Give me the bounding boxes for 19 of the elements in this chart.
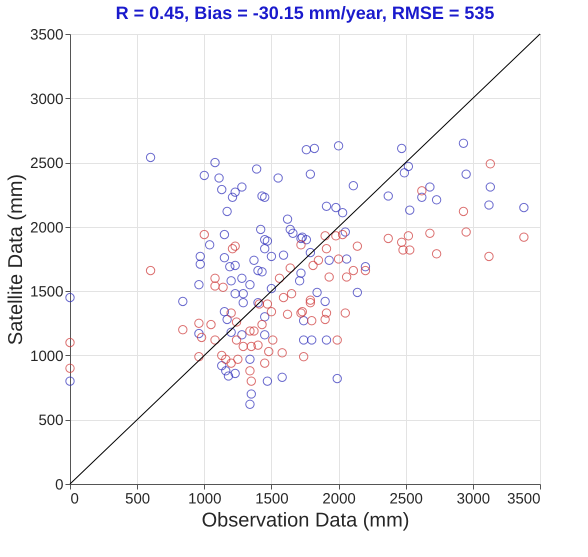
y-tick-label: 2000 xyxy=(30,219,64,236)
x-tick-label: 1000 xyxy=(188,490,222,508)
x-tick-label: 500 xyxy=(125,490,150,508)
y-tick-label: 0 xyxy=(55,476,64,494)
x-tick-label: 3000 xyxy=(456,490,490,508)
y-tick-label: 1500 xyxy=(30,284,64,301)
y-tick-label: 2500 xyxy=(30,155,64,172)
y-tick-label: 3000 xyxy=(30,90,64,108)
x-tick-label: 2000 xyxy=(322,490,356,508)
x-axis-title: Observation Data (mm) xyxy=(202,510,410,532)
y-axis-title: Satellite Data (mm) xyxy=(5,174,28,346)
x-tick-label: 2500 xyxy=(390,490,423,508)
x-tick-label: 3500 xyxy=(507,490,540,508)
y-tick-label: 1000 xyxy=(30,348,64,365)
y-tick-label: 3500 xyxy=(30,26,64,44)
chart-title: R = 0.45, Bias = -30.15 mm/year, RMSE = 535 xyxy=(116,3,494,23)
x-tick-label: 1500 xyxy=(255,490,289,508)
y-tick-label: 500 xyxy=(38,412,64,430)
x-tick-label: 0 xyxy=(70,490,79,508)
